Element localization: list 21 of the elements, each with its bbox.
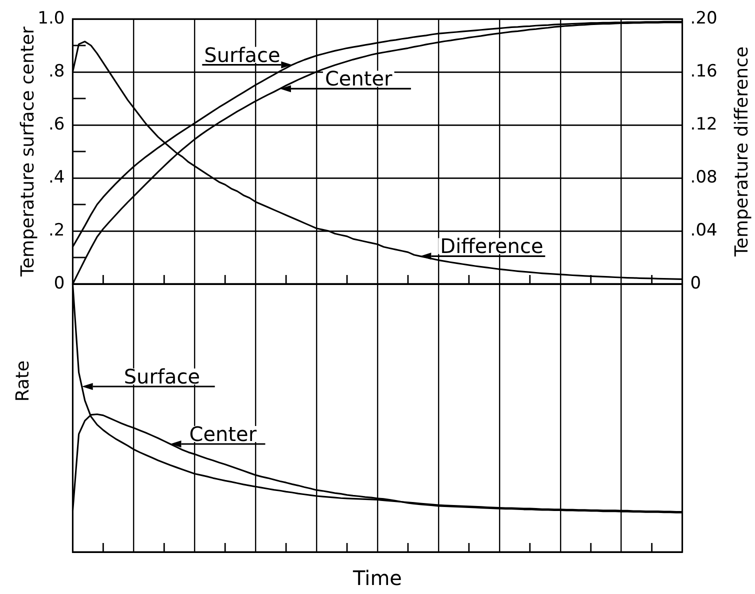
legend-label: Surface [124,364,200,389]
legend-label: Center [324,66,394,91]
y-axis-title: Rate [12,360,34,402]
y-tick-label: .8 [48,61,65,82]
legend-label: Center [189,422,258,446]
y-tick-label: .4 [48,167,65,188]
y2-tick-label: .08 [690,167,718,188]
y-tick-label: .2 [48,220,65,240]
y2-tick-label: .12 [690,114,718,134]
y2-tick-label: 0 [690,273,702,294]
y-tick-label: 1.0 [38,8,65,28]
y2-tick-label: .16 [690,61,718,82]
y2-axis-title: Temperature difference [732,46,753,258]
series-label: Difference [440,234,544,258]
y2-tick-label: .20 [690,8,718,28]
series-label: Surface [204,42,280,67]
y-tick-label: .6 [48,114,65,134]
y-tick-label: 0 [54,273,65,294]
y-axis-title: Temperature surface center [18,26,39,278]
y2-tick-label: .04 [690,220,718,240]
x-axis-title: Time [352,566,402,590]
